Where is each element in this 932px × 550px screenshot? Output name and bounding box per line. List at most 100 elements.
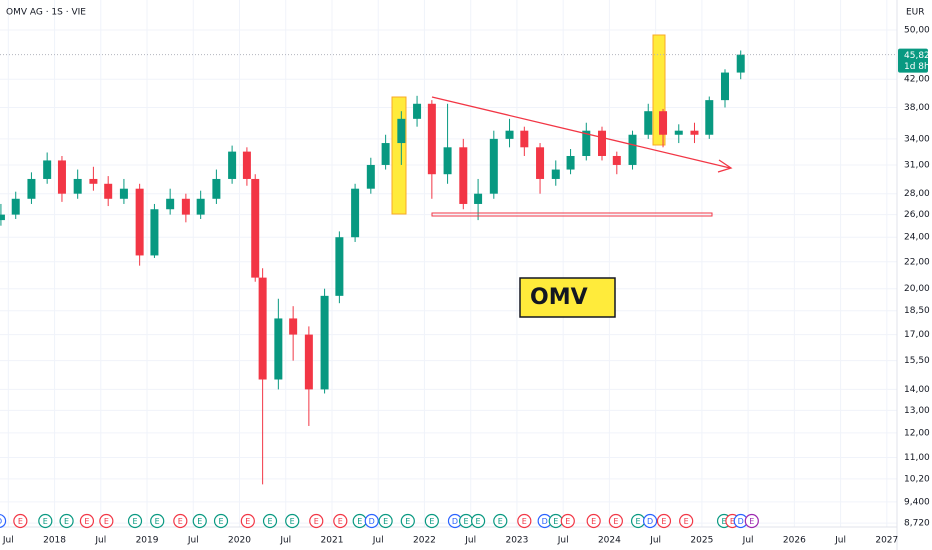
event-label: E bbox=[405, 517, 410, 526]
candle-body bbox=[612, 155, 621, 165]
y-tick-label: 12,00 bbox=[904, 428, 930, 438]
candle-body bbox=[212, 178, 221, 199]
candles bbox=[0, 50, 745, 485]
candle-body bbox=[366, 164, 375, 189]
event-marker bbox=[0, 513, 7, 529]
event-marker bbox=[517, 513, 532, 529]
events: DEEEEEEEEEEEEEEEEDEEEDEEEEDEEEEEDEEEEDE bbox=[0, 513, 759, 529]
event-label: E bbox=[197, 517, 202, 526]
event-marker bbox=[240, 513, 255, 529]
y-tick-label: 13,00 bbox=[904, 406, 930, 416]
event-label: E bbox=[245, 517, 250, 526]
candle-body bbox=[705, 100, 714, 135]
candle-body bbox=[443, 147, 452, 175]
event-marker bbox=[656, 513, 672, 529]
y-tick-label: 15,50 bbox=[904, 356, 930, 366]
x-tick-label: 2023 bbox=[505, 536, 528, 546]
event-label: E bbox=[553, 517, 558, 526]
support-line bbox=[431, 212, 713, 217]
event-label: E bbox=[84, 517, 89, 526]
x-tick-label: Jul bbox=[649, 536, 661, 546]
event-label: E bbox=[591, 517, 596, 526]
x-tick-label: 2019 bbox=[136, 536, 159, 546]
event-marker bbox=[560, 513, 575, 529]
candle-body bbox=[150, 209, 159, 256]
event-marker bbox=[79, 513, 95, 529]
event-label: E bbox=[522, 517, 527, 526]
candle-body bbox=[351, 188, 360, 238]
annotation-text: OMV bbox=[530, 285, 588, 310]
candle-body bbox=[274, 318, 283, 380]
x-tick-label: Jul bbox=[372, 536, 384, 546]
event-marker bbox=[13, 513, 28, 529]
currency-label: EUR bbox=[906, 8, 925, 18]
event-label: D bbox=[369, 517, 375, 526]
y-tick-label: 11,00 bbox=[904, 453, 930, 463]
trend-arrow bbox=[717, 159, 733, 173]
event-marker bbox=[364, 513, 379, 529]
event-label: E bbox=[464, 517, 469, 526]
event-label: E bbox=[429, 517, 434, 526]
event-marker bbox=[378, 513, 393, 529]
candle-body bbox=[119, 188, 128, 199]
x-tick-label: Jul bbox=[94, 536, 106, 546]
x-tick-label: Jul bbox=[742, 536, 754, 546]
y-tick-label: 18,50 bbox=[904, 306, 930, 316]
axes: Jul 2018 Jul 2019 Jul 2020 Jul 2021 Jul 2022 Jul 20… bbox=[0, 25, 930, 546]
y-tick-label: 38,00 bbox=[904, 103, 930, 113]
candle-body bbox=[427, 103, 436, 175]
x-tick-label: 2018 bbox=[43, 536, 66, 546]
event-label: E bbox=[565, 517, 570, 526]
event-marker bbox=[642, 513, 658, 529]
event-label: E bbox=[18, 517, 23, 526]
candle-body bbox=[582, 130, 591, 156]
candle-body bbox=[135, 188, 144, 256]
candle-body bbox=[228, 151, 237, 179]
event-label: E bbox=[178, 517, 183, 526]
candle-body bbox=[536, 147, 545, 179]
y-tick-label: 24,00 bbox=[904, 233, 930, 243]
event-label: E bbox=[64, 517, 69, 526]
event-marker bbox=[262, 513, 278, 529]
event-marker bbox=[192, 513, 207, 529]
y-tick-label: 17,00 bbox=[904, 330, 930, 340]
candle-body bbox=[505, 130, 514, 139]
candle-body bbox=[73, 178, 82, 194]
candle-body bbox=[57, 160, 66, 194]
event-marker bbox=[493, 513, 508, 529]
x-tick-label: 2022 bbox=[413, 536, 436, 546]
event-label: E bbox=[476, 517, 481, 526]
x-tick-label: 2025 bbox=[690, 536, 713, 546]
candle-body bbox=[320, 295, 329, 390]
event-marker bbox=[333, 513, 348, 529]
candle-body bbox=[27, 178, 36, 199]
x-tick-label: 2021 bbox=[321, 536, 344, 546]
event-label: D bbox=[647, 517, 653, 526]
event-marker bbox=[150, 513, 165, 529]
y-tick-label: 34,00 bbox=[904, 134, 930, 144]
candle-body bbox=[89, 178, 98, 184]
event-marker bbox=[744, 513, 759, 529]
candle-body bbox=[659, 111, 668, 135]
y-tick-label: 42,00 bbox=[904, 75, 930, 85]
event-label: E bbox=[290, 517, 295, 526]
event-marker bbox=[586, 513, 601, 529]
y-tick-label: 20,00 bbox=[904, 284, 930, 294]
candle-body bbox=[690, 130, 699, 135]
y-tick-label: 31,00 bbox=[904, 160, 930, 170]
y-tick-label: 8,720 bbox=[904, 519, 930, 529]
event-marker bbox=[38, 513, 53, 529]
x-tick-label: 2020 bbox=[228, 536, 251, 546]
event-marker bbox=[470, 513, 486, 529]
candle-body bbox=[196, 198, 205, 215]
candle-body bbox=[674, 130, 683, 135]
event-label: E bbox=[267, 517, 272, 526]
candle-body bbox=[304, 334, 313, 390]
event-marker bbox=[679, 513, 694, 529]
candle-body bbox=[289, 318, 298, 335]
event-label: E bbox=[613, 517, 618, 526]
x-tick-label: 2026 bbox=[783, 536, 806, 546]
event-label: E bbox=[43, 517, 48, 526]
candle-body bbox=[459, 147, 468, 204]
